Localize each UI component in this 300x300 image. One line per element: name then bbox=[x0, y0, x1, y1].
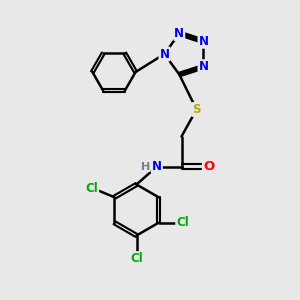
Text: N: N bbox=[199, 60, 208, 73]
Text: N: N bbox=[199, 35, 208, 48]
Text: Cl: Cl bbox=[85, 182, 98, 195]
Text: Cl: Cl bbox=[130, 252, 143, 265]
Text: H: H bbox=[141, 161, 150, 172]
Text: Cl: Cl bbox=[176, 216, 189, 229]
Text: O: O bbox=[203, 160, 214, 173]
Text: N: N bbox=[159, 47, 170, 61]
Text: N: N bbox=[174, 27, 184, 40]
Text: S: S bbox=[192, 103, 201, 116]
Text: N: N bbox=[152, 160, 162, 173]
